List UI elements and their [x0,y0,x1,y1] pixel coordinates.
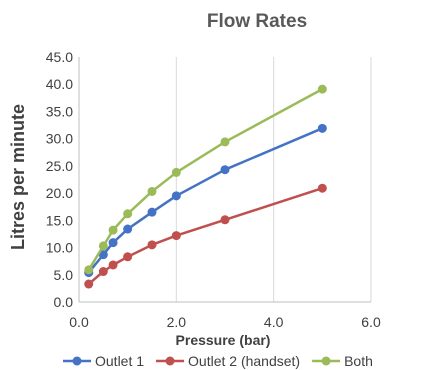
y-tick-label: 5.0 [54,267,74,283]
data-point [171,167,181,177]
legend-label: Both [344,353,373,369]
series-lines [84,84,327,289]
y-tick-label: 40.0 [46,76,73,92]
data-point [220,137,230,147]
data-point [98,250,108,260]
data-point [147,186,157,196]
data-point [123,224,133,234]
legend-item-1: Outlet 1 [63,353,144,369]
y-tick-label: 25.0 [46,158,73,174]
data-point [98,267,108,277]
y-tick-label: 45.0 [46,49,73,65]
data-point [123,209,133,219]
data-point [147,240,157,250]
y-tick-labels: 0.0 5.0 10.0 15.0 20.0 25.0 30.0 35.0 40.0 45.0 [46,49,73,310]
legend-swatch-marker [321,356,331,366]
x-axis-title: Pressure (bar) [176,332,271,348]
data-point [98,241,108,251]
x-tick-label: 6.0 [361,314,381,330]
legend-swatch-marker [72,356,82,366]
series-1 [84,123,327,278]
y-tick-label: 15.0 [46,212,73,228]
x-tick-label: 4.0 [264,314,284,330]
data-point [317,123,327,133]
legend-item-3: Both [312,353,373,369]
data-point [147,207,157,217]
series-2 [84,183,327,289]
legend-label: Outlet 2 (handset) [188,353,300,369]
data-point [317,183,327,193]
y-axis-title: Litres per minute [8,104,28,250]
data-point [171,191,181,201]
data-point [317,84,327,94]
legend-swatch-marker [165,356,175,366]
data-point [220,215,230,225]
y-tick-label: 20.0 [46,185,73,201]
data-point [108,225,118,235]
data-point [171,231,181,241]
x-tick-label: 2.0 [167,314,187,330]
gridlines [175,57,372,302]
series-line [87,187,323,285]
legend-item-2: Outlet 2 (handset) [156,353,300,369]
data-point [123,252,133,262]
data-point [108,238,118,248]
chart-title: Flow Rates [207,11,307,32]
data-point [84,265,94,275]
y-tick-label: 10.0 [46,240,73,256]
x-tick-label: 0.0 [69,314,89,330]
axes [78,57,371,303]
y-tick-label: 35.0 [46,103,73,119]
legend: Outlet 1 Outlet 2 (handset) Both [63,353,373,369]
series-3 [84,84,327,275]
data-point [220,165,230,175]
y-tick-label: 0.0 [54,294,74,310]
legend-label: Outlet 1 [95,353,144,369]
x-tick-labels: 0.0 2.0 4.0 6.0 [69,314,381,330]
data-point [108,260,118,270]
y-tick-label: 30.0 [46,131,73,147]
data-point [84,279,94,289]
